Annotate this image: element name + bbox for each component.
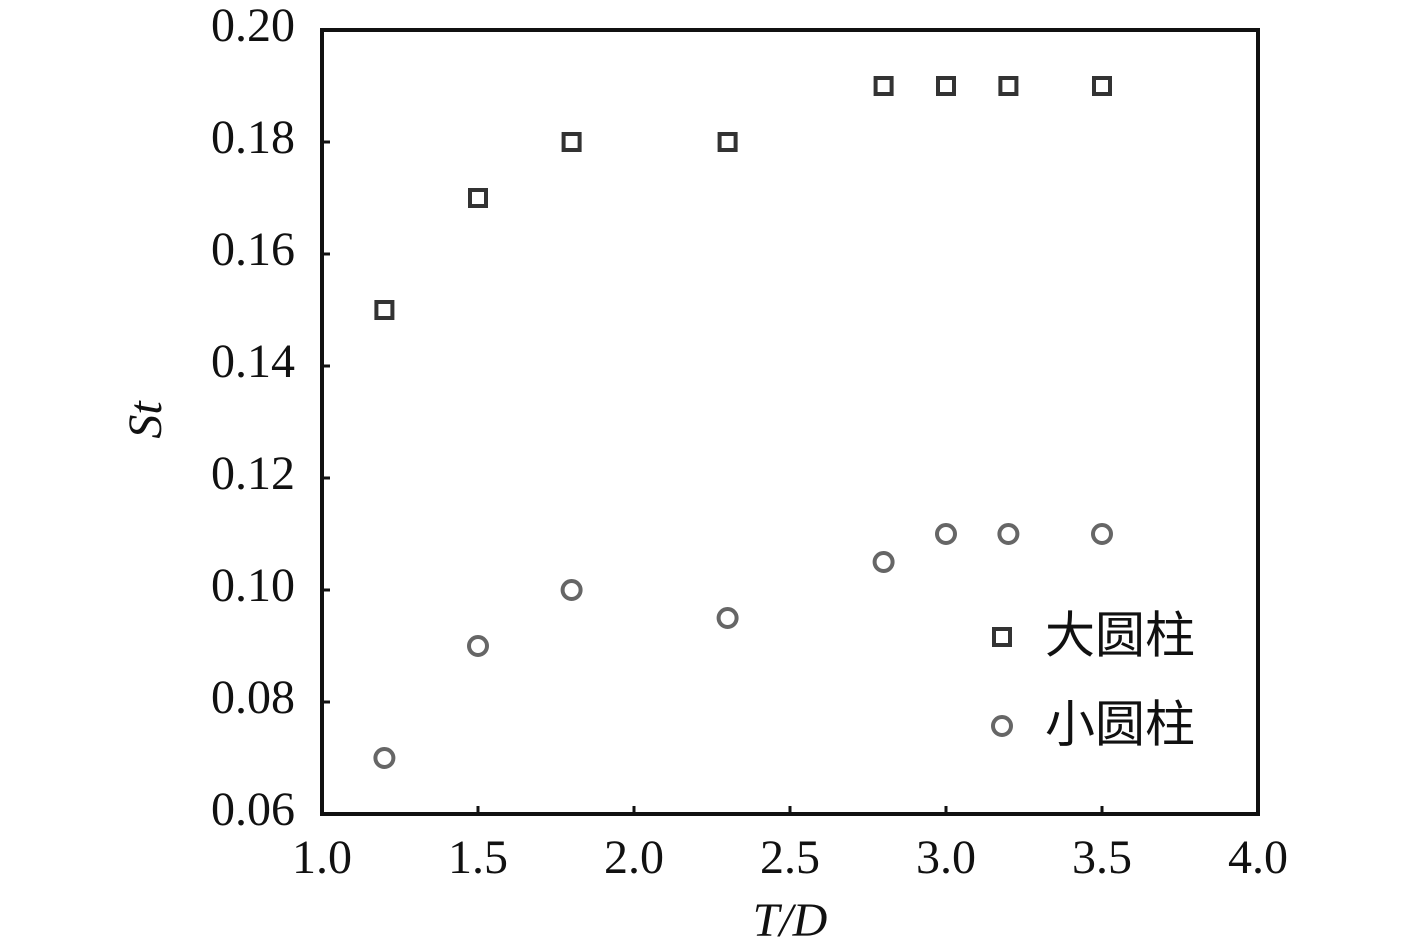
plot-frame <box>320 28 1260 816</box>
square-marker <box>374 300 395 320</box>
y-tick-label: 0.12 <box>211 447 295 500</box>
square-marker <box>873 76 894 96</box>
y-tick-label: 0.08 <box>211 671 295 724</box>
y-tick-label: 0.18 <box>211 111 295 164</box>
square-marker <box>717 132 738 152</box>
y-axis-label: St <box>119 400 172 439</box>
x-tick-label: 2.5 <box>760 831 820 884</box>
circle-marker <box>373 747 396 769</box>
x-tick-label: 3.5 <box>1072 831 1132 884</box>
legend-label: 小圆柱 <box>1045 696 1195 754</box>
circle-marker <box>1091 523 1113 545</box>
circle-marker <box>872 551 895 573</box>
x-tick-label: 3.0 <box>916 831 976 884</box>
legend-marker <box>991 715 1013 737</box>
y-tick-label: 0.14 <box>211 335 295 388</box>
y-tick-label: 0.16 <box>211 223 295 276</box>
square-marker <box>561 132 582 152</box>
circle-marker <box>935 523 957 545</box>
x-tick-label: 4.0 <box>1228 831 1288 884</box>
circle-marker <box>716 607 739 629</box>
x-tick-label: 1.0 <box>292 831 352 884</box>
square-marker <box>1092 76 1112 96</box>
y-tick-label: 0.20 <box>211 0 295 52</box>
x-tick-label: 1.5 <box>448 831 508 884</box>
y-tick-label: 0.06 <box>211 783 295 836</box>
circle-marker <box>467 635 489 657</box>
circle-marker <box>997 523 1020 545</box>
y-tick-label: 0.10 <box>211 559 295 612</box>
legend-label: 大圆柱 <box>1045 607 1195 665</box>
square-marker <box>936 76 956 96</box>
x-axis-label: T/D <box>753 894 828 947</box>
square-marker <box>998 76 1019 96</box>
x-tick-label: 2.0 <box>604 831 664 884</box>
circle-marker <box>560 579 583 601</box>
square-marker <box>468 188 488 208</box>
legend-marker <box>992 627 1012 647</box>
